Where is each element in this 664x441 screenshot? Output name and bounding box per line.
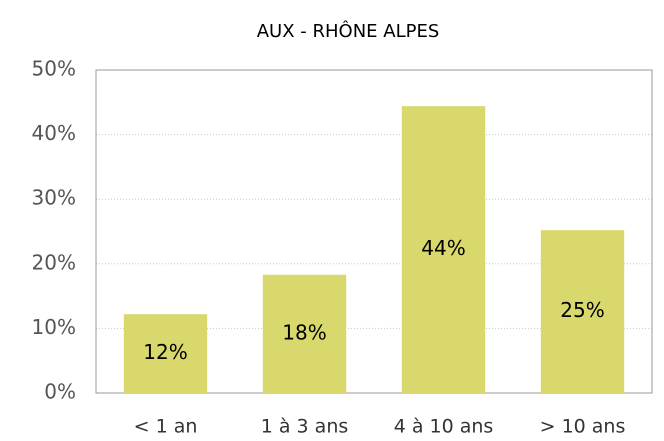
bar: [401, 106, 486, 394]
chart-title: AUX - RHÔNE ALPES: [257, 20, 440, 42]
y-tick-label: 20%: [32, 250, 76, 274]
plot-border: [95, 69, 653, 394]
y-tick-label: 30%: [32, 186, 76, 210]
value-label: 12%: [143, 340, 187, 364]
x-tick-label: > 10 ans: [540, 416, 626, 438]
bar: [123, 314, 208, 393]
y-tick-label: 50%: [32, 57, 76, 81]
value-label: 25%: [560, 298, 604, 322]
x-tick-label: 1 à 3 ans: [261, 416, 349, 438]
bar: [540, 230, 625, 393]
y-tick-label: 40%: [32, 121, 76, 145]
value-label: 44%: [421, 236, 465, 260]
bar: [262, 274, 347, 393]
y-tick-label: 0%: [44, 380, 76, 404]
x-tick-label: < 1 an: [134, 416, 198, 438]
y-tick-label: 10%: [32, 315, 76, 339]
value-label: 18%: [282, 320, 326, 344]
x-tick-label: 4 à 10 ans: [394, 416, 494, 438]
